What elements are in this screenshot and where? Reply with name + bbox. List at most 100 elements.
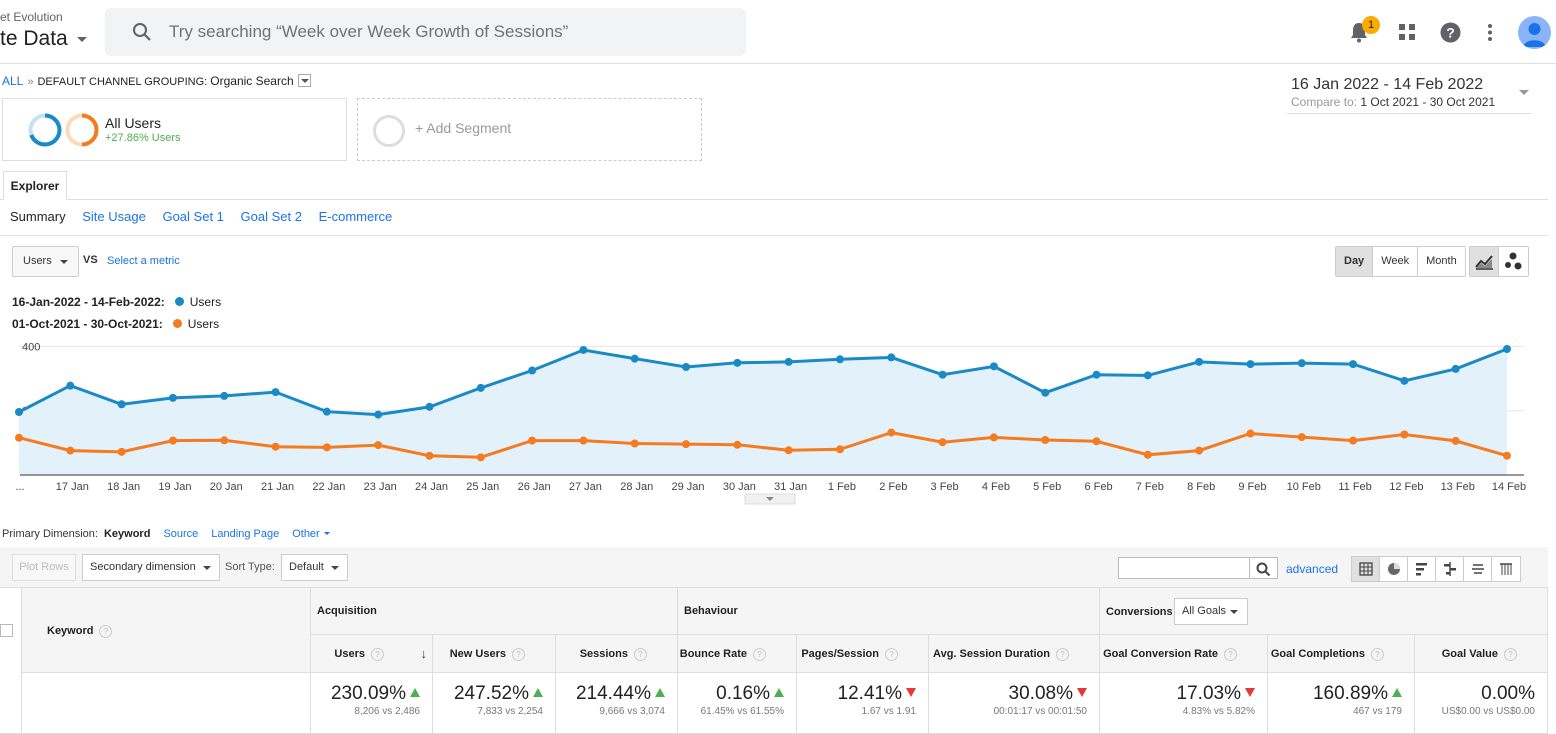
help-icon[interactable]: ? (1440, 22, 1461, 43)
comparison-data-point[interactable] (784, 446, 793, 455)
dimension-other[interactable]: Other (292, 528, 330, 540)
current-data-point[interactable] (1092, 370, 1101, 379)
subtab-summary[interactable]: Summary (10, 209, 66, 224)
current-data-point[interactable] (938, 370, 947, 379)
advanced-filter-link[interactable]: advanced (1286, 562, 1339, 576)
metric-select[interactable]: Users (12, 246, 79, 277)
keyword-header[interactable]: Keyword? (47, 625, 113, 638)
current-data-point[interactable] (887, 353, 896, 362)
comparison-data-point[interactable] (322, 443, 331, 452)
subtab-site-usage[interactable]: Site Usage (82, 209, 146, 224)
comparison-data-point[interactable] (374, 441, 383, 450)
period-day-button[interactable]: Day (1336, 247, 1374, 276)
chevron-down-icon[interactable] (77, 37, 87, 42)
select-metric-link[interactable]: Select a metric (107, 255, 180, 267)
column-header-avg-session-duration[interactable]: Avg. Session Duration? (929, 635, 1100, 673)
comparison-data-point[interactable] (117, 447, 126, 456)
comparison-data-point[interactable] (835, 445, 844, 454)
period-week-button[interactable]: Week (1373, 247, 1419, 276)
goals-select[interactable]: All Goals (1174, 598, 1248, 625)
view-pivot-button[interactable] (1492, 557, 1520, 581)
comparison-data-point[interactable] (425, 451, 434, 460)
current-data-point[interactable] (66, 381, 75, 390)
help-icon[interactable]: ? (753, 648, 766, 661)
date-range-picker[interactable]: 16 Jan 2022 - 14 Feb 2022 Compare to: 1 … (1287, 74, 1531, 114)
help-icon[interactable]: ? (1056, 648, 1069, 661)
comparison-data-point[interactable] (989, 433, 998, 442)
sort-descending-icon[interactable]: ↓ (420, 646, 428, 661)
current-data-point[interactable] (1143, 371, 1152, 380)
column-header-users[interactable]: Users? ↓ (311, 635, 433, 673)
column-header-new-users[interactable]: New Users? (433, 635, 556, 673)
comparison-data-point[interactable] (1503, 451, 1511, 460)
comparison-data-point[interactable] (1297, 433, 1306, 442)
help-icon[interactable]: ? (371, 648, 384, 661)
view-percentage-button[interactable] (1380, 557, 1408, 581)
avatar[interactable] (1518, 16, 1551, 49)
view-performance-button[interactable] (1408, 557, 1436, 581)
breadcrumb-all-link[interactable]: ALL (2, 74, 24, 88)
current-data-point[interactable] (1297, 359, 1306, 368)
view-selector[interactable]: te Data (0, 27, 68, 50)
comparison-data-point[interactable] (887, 428, 896, 437)
current-data-point[interactable] (1503, 345, 1511, 353)
help-icon[interactable]: ? (1504, 648, 1517, 661)
add-segment-button[interactable]: + Add Segment (357, 98, 702, 161)
period-month-button[interactable]: Month (1418, 247, 1465, 276)
comparison-data-point[interactable] (476, 453, 485, 462)
help-icon[interactable]: ? (1371, 648, 1384, 661)
current-data-point[interactable] (1041, 388, 1050, 397)
subtab-ecommerce[interactable]: E-commerce (318, 209, 393, 224)
current-data-point[interactable] (733, 358, 742, 367)
help-icon[interactable]: ? (512, 648, 525, 661)
current-data-point[interactable] (322, 407, 331, 416)
segment-all-users[interactable]: All Users +27.86% Users (2, 98, 347, 161)
comparison-data-point[interactable] (1349, 436, 1358, 445)
comparison-data-point[interactable] (1092, 437, 1101, 446)
comparison-data-point[interactable] (938, 438, 947, 447)
view-term-cloud-button[interactable] (1464, 557, 1492, 581)
dimension-source[interactable]: Source (163, 528, 199, 540)
comparison-data-point[interactable] (271, 442, 280, 451)
comparison-data-point[interactable] (15, 433, 23, 442)
column-header-sessions[interactable]: Sessions? (556, 635, 678, 673)
comparison-data-point[interactable] (1451, 436, 1460, 445)
current-data-point[interactable] (271, 388, 280, 397)
current-data-point[interactable] (630, 354, 639, 363)
subtab-goal-set-2[interactable]: Goal Set 2 (240, 209, 302, 224)
comparison-data-point[interactable] (528, 436, 537, 445)
current-data-point[interactable] (1246, 360, 1255, 369)
current-data-point[interactable] (784, 357, 793, 366)
comparison-data-point[interactable] (1246, 429, 1255, 438)
help-icon[interactable]: ? (634, 648, 647, 661)
column-header-goal-conversion-rate[interactable]: Goal Conversion Rate? (1100, 635, 1268, 673)
motion-chart-button[interactable] (1499, 247, 1528, 276)
current-data-point[interactable] (476, 383, 485, 392)
current-data-point[interactable] (1349, 360, 1358, 369)
comparison-data-point[interactable] (1143, 450, 1152, 459)
apps-grid-icon[interactable] (1399, 24, 1415, 40)
secondary-dimension-select[interactable]: Secondary dimension (82, 554, 220, 581)
comparison-data-point[interactable] (66, 446, 75, 455)
sort-type-select[interactable]: Default (281, 554, 348, 581)
plot-rows-button[interactable]: Plot Rows (12, 554, 76, 581)
current-data-point[interactable] (682, 363, 691, 371)
subtab-goal-set-1[interactable]: Goal Set 1 (162, 209, 224, 224)
tab-explorer[interactable]: Explorer (3, 171, 67, 200)
comparison-data-point[interactable] (630, 439, 639, 448)
comparison-data-point[interactable] (682, 440, 691, 449)
help-icon[interactable]: ? (99, 625, 113, 638)
help-icon[interactable]: ? (885, 648, 898, 661)
current-data-point[interactable] (425, 402, 434, 411)
current-data-point[interactable] (15, 408, 23, 416)
comparison-data-point[interactable] (220, 436, 229, 445)
view-data-button[interactable] (1352, 557, 1380, 581)
current-data-point[interactable] (374, 410, 383, 419)
table-search-button[interactable] (1250, 557, 1278, 579)
more-vert-icon[interactable] (1487, 23, 1493, 42)
comparison-data-point[interactable] (1195, 446, 1204, 455)
line-chart-button[interactable] (1470, 247, 1499, 276)
current-data-point[interactable] (220, 391, 229, 400)
current-data-point[interactable] (1195, 357, 1204, 366)
select-all-checkbox[interactable] (0, 624, 13, 637)
